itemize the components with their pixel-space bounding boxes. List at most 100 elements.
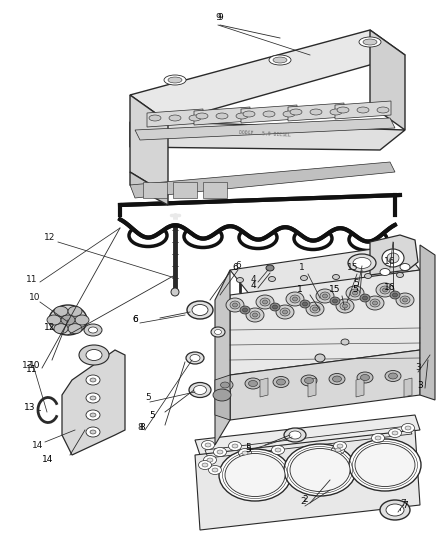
Ellipse shape bbox=[230, 301, 240, 309]
Ellipse shape bbox=[208, 465, 222, 474]
Ellipse shape bbox=[169, 115, 181, 121]
Ellipse shape bbox=[380, 286, 390, 294]
Polygon shape bbox=[173, 182, 197, 198]
Ellipse shape bbox=[229, 441, 241, 450]
Ellipse shape bbox=[330, 109, 342, 115]
Ellipse shape bbox=[301, 375, 317, 386]
Polygon shape bbox=[230, 350, 420, 420]
Ellipse shape bbox=[226, 298, 244, 312]
Ellipse shape bbox=[283, 310, 287, 314]
Ellipse shape bbox=[290, 448, 350, 491]
Ellipse shape bbox=[280, 308, 290, 316]
Ellipse shape bbox=[213, 389, 231, 401]
Text: 11: 11 bbox=[26, 366, 38, 375]
Ellipse shape bbox=[371, 433, 385, 442]
Ellipse shape bbox=[260, 298, 270, 306]
Ellipse shape bbox=[189, 115, 201, 121]
Ellipse shape bbox=[386, 504, 404, 516]
Text: 4: 4 bbox=[250, 276, 256, 285]
Ellipse shape bbox=[329, 374, 345, 384]
Ellipse shape bbox=[377, 107, 389, 113]
Text: 16: 16 bbox=[384, 284, 396, 293]
Ellipse shape bbox=[396, 293, 414, 307]
Ellipse shape bbox=[353, 291, 357, 295]
Ellipse shape bbox=[54, 306, 68, 317]
Text: 7: 7 bbox=[400, 498, 406, 507]
Ellipse shape bbox=[240, 306, 250, 314]
Ellipse shape bbox=[211, 327, 225, 337]
Ellipse shape bbox=[300, 276, 307, 280]
Ellipse shape bbox=[364, 273, 371, 279]
Ellipse shape bbox=[389, 373, 398, 379]
Ellipse shape bbox=[366, 296, 384, 310]
Ellipse shape bbox=[402, 424, 414, 432]
Polygon shape bbox=[230, 245, 420, 295]
Polygon shape bbox=[230, 270, 420, 375]
Ellipse shape bbox=[382, 288, 388, 292]
Ellipse shape bbox=[213, 448, 226, 456]
Ellipse shape bbox=[168, 77, 182, 83]
Ellipse shape bbox=[343, 304, 347, 308]
Polygon shape bbox=[130, 122, 405, 150]
Ellipse shape bbox=[336, 299, 354, 313]
Ellipse shape bbox=[237, 278, 244, 282]
Ellipse shape bbox=[392, 293, 398, 297]
Polygon shape bbox=[195, 415, 420, 455]
Polygon shape bbox=[404, 378, 412, 397]
Ellipse shape bbox=[266, 265, 274, 271]
Ellipse shape bbox=[219, 449, 291, 501]
Ellipse shape bbox=[315, 354, 325, 362]
Ellipse shape bbox=[215, 329, 222, 335]
Polygon shape bbox=[308, 378, 316, 397]
Ellipse shape bbox=[357, 372, 373, 383]
Ellipse shape bbox=[359, 37, 381, 47]
Text: 1: 1 bbox=[297, 286, 303, 295]
Ellipse shape bbox=[355, 443, 415, 487]
Text: 6: 6 bbox=[132, 316, 138, 325]
Ellipse shape bbox=[304, 377, 314, 384]
Ellipse shape bbox=[88, 327, 98, 333]
Ellipse shape bbox=[205, 443, 211, 447]
Ellipse shape bbox=[242, 451, 248, 455]
Ellipse shape bbox=[202, 463, 208, 467]
Polygon shape bbox=[147, 109, 203, 127]
Text: 6: 6 bbox=[232, 263, 238, 272]
Ellipse shape bbox=[232, 444, 238, 448]
Ellipse shape bbox=[149, 115, 161, 121]
Ellipse shape bbox=[300, 300, 310, 308]
Ellipse shape bbox=[400, 296, 410, 304]
Polygon shape bbox=[143, 182, 167, 198]
Ellipse shape bbox=[363, 296, 367, 300]
Text: 16: 16 bbox=[384, 257, 396, 266]
Ellipse shape bbox=[189, 383, 211, 398]
Polygon shape bbox=[370, 30, 405, 130]
Ellipse shape bbox=[201, 440, 215, 449]
Ellipse shape bbox=[256, 295, 274, 309]
Ellipse shape bbox=[270, 303, 280, 311]
Text: 10: 10 bbox=[29, 293, 41, 302]
Ellipse shape bbox=[332, 376, 342, 382]
Ellipse shape bbox=[243, 308, 247, 312]
Ellipse shape bbox=[262, 300, 268, 304]
Ellipse shape bbox=[192, 304, 208, 316]
Ellipse shape bbox=[387, 253, 399, 263]
Text: 5: 5 bbox=[145, 393, 151, 402]
Ellipse shape bbox=[68, 324, 82, 334]
Text: 8: 8 bbox=[139, 424, 145, 432]
Ellipse shape bbox=[349, 229, 387, 251]
Ellipse shape bbox=[363, 39, 377, 45]
Ellipse shape bbox=[284, 444, 356, 496]
Ellipse shape bbox=[86, 375, 100, 385]
Ellipse shape bbox=[263, 111, 275, 117]
Ellipse shape bbox=[275, 448, 281, 452]
Ellipse shape bbox=[290, 109, 302, 115]
Ellipse shape bbox=[273, 376, 289, 387]
Ellipse shape bbox=[217, 379, 233, 391]
Polygon shape bbox=[130, 95, 168, 195]
Text: 9: 9 bbox=[215, 13, 221, 22]
Text: 13: 13 bbox=[22, 360, 34, 369]
Ellipse shape bbox=[75, 315, 89, 325]
Ellipse shape bbox=[346, 286, 364, 300]
Text: 15: 15 bbox=[347, 263, 359, 272]
Ellipse shape bbox=[268, 277, 276, 281]
